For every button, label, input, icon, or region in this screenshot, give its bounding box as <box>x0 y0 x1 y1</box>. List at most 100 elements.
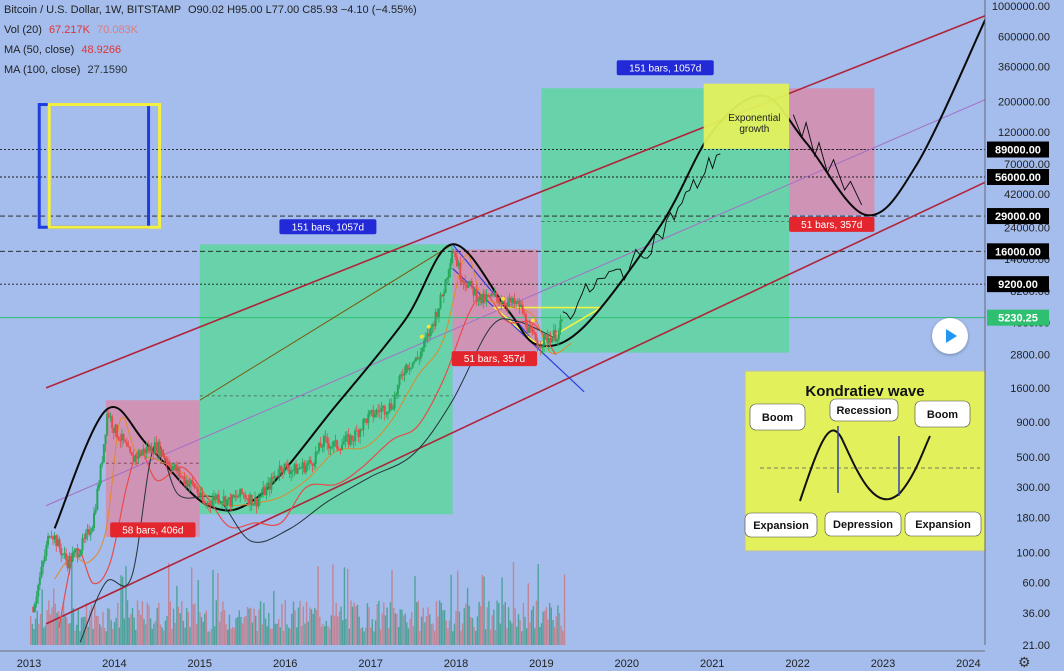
volume-bar <box>41 589 43 645</box>
volume-bar <box>74 630 76 645</box>
range-label-bg <box>279 219 377 235</box>
volume-bar <box>100 627 102 645</box>
y-tick-label: 21.00 <box>1022 640 1050 652</box>
candle-body <box>391 408 394 410</box>
volume-bar <box>281 604 283 645</box>
candle-body <box>211 499 214 506</box>
volume-bar <box>301 626 303 645</box>
volume-bar <box>342 620 344 645</box>
volume-bar <box>253 608 255 645</box>
volume-bar <box>105 631 107 645</box>
candle-body <box>552 330 555 338</box>
candle-body <box>347 434 350 445</box>
symbol-title[interactable]: Bitcoin / U.S. Dollar, 1W, BITSTAMP <box>4 4 181 16</box>
candle-body <box>332 441 335 447</box>
y-tick-label: 2800.00 <box>1010 350 1050 362</box>
candle-body <box>86 529 89 534</box>
candle-body <box>474 288 477 296</box>
candle-body <box>150 445 153 454</box>
volume-bar <box>274 623 277 645</box>
volume-bar <box>370 627 372 645</box>
candle-body <box>429 326 432 336</box>
volume-bar <box>394 613 396 645</box>
volume-bar <box>71 560 73 645</box>
volume-bar <box>282 630 285 645</box>
candle-body <box>127 446 130 448</box>
range-label-bg <box>789 216 875 232</box>
volume-bar <box>256 631 258 645</box>
candle-body <box>480 294 483 304</box>
candle-body <box>326 437 329 444</box>
price-level-tag: 9200.00 <box>998 279 1038 291</box>
price-level-tag: 5230.25 <box>998 313 1038 325</box>
volume-bar <box>258 609 260 645</box>
candle-body <box>546 335 549 343</box>
candle-body <box>40 566 43 577</box>
volume-bar <box>225 623 227 645</box>
volume-bar <box>245 615 247 645</box>
volume-bar <box>429 614 431 645</box>
candle-body <box>43 555 46 562</box>
volume-bar <box>537 564 539 645</box>
volume-bar <box>236 617 239 645</box>
volume-bar <box>393 607 395 645</box>
ma100-indicator-row[interactable]: MA (100, close) 27.1590 <box>4 64 127 76</box>
wave-curve <box>799 429 931 502</box>
volume-bar <box>425 616 428 645</box>
x-tick-label: 2023 <box>871 658 895 670</box>
volume-bar <box>291 613 293 645</box>
volume-bar <box>269 628 272 645</box>
candle-body <box>385 413 388 415</box>
volume-bar <box>422 607 424 645</box>
projection-path <box>419 114 863 339</box>
volume-bar <box>558 613 561 645</box>
x-tick-label: 2018 <box>444 658 468 670</box>
volume-bar <box>80 617 83 645</box>
volume-bar <box>289 628 291 645</box>
volume-bar <box>484 629 487 645</box>
candle-body <box>313 464 316 466</box>
candle-body <box>143 448 146 454</box>
green-range-zone <box>199 244 453 515</box>
play-replay-button[interactable] <box>932 318 968 354</box>
candle-body <box>229 497 232 507</box>
candle-body <box>83 538 86 540</box>
volume-bar <box>103 628 106 645</box>
candle-body <box>50 536 53 538</box>
candle-body <box>472 286 475 296</box>
candle-body <box>428 333 431 336</box>
volume-bar <box>235 618 237 645</box>
y-tick-label: 24000.00 <box>1004 222 1050 234</box>
candle-body <box>186 480 189 487</box>
volume-bar <box>158 603 160 645</box>
gear-icon[interactable]: ⚙ <box>1018 654 1031 670</box>
y-tick-label: 100.00 <box>1016 547 1050 559</box>
candle-body <box>102 444 105 463</box>
volume-bar <box>440 602 442 645</box>
price-level-tag: 29000.00 <box>995 211 1041 223</box>
volume-bar <box>123 618 125 645</box>
candle-body <box>162 449 165 457</box>
volume-indicator-row[interactable]: Vol (20) 67.217K 70.083K <box>4 24 138 36</box>
candle-body <box>78 554 81 558</box>
candle-body <box>524 314 527 327</box>
volume-bar <box>212 569 214 645</box>
ma50-indicator-row[interactable]: MA (50, close) 48.9266 <box>4 44 121 56</box>
volume-bar <box>156 608 158 645</box>
volume-bar <box>112 628 114 645</box>
marker-dot <box>419 334 424 339</box>
candle-body <box>58 539 61 549</box>
price-level-tag-bg <box>987 141 1049 158</box>
candle-body <box>543 334 546 346</box>
candle-body <box>523 313 526 315</box>
inset-bubble <box>744 512 818 538</box>
candle-body <box>194 487 197 489</box>
price-level-tag: 16000.00 <box>995 246 1041 258</box>
price-level-tag: 89000.00 <box>995 145 1041 157</box>
candle-body <box>503 301 506 305</box>
volume-bar <box>151 628 153 645</box>
volume-bar <box>473 627 475 645</box>
volume-bar <box>319 616 321 645</box>
volume-bar <box>148 605 150 645</box>
